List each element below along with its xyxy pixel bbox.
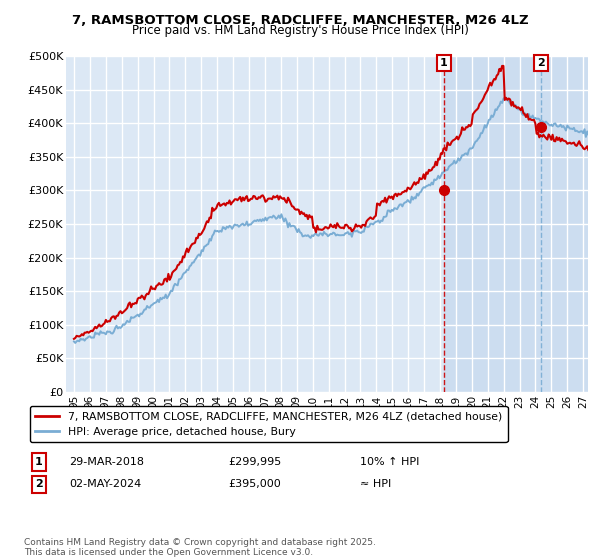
Text: 02-MAY-2024: 02-MAY-2024 bbox=[69, 479, 141, 489]
Text: 10% ↑ HPI: 10% ↑ HPI bbox=[360, 457, 419, 467]
Text: ≈ HPI: ≈ HPI bbox=[360, 479, 391, 489]
Text: 2: 2 bbox=[537, 58, 545, 68]
Text: 1: 1 bbox=[35, 457, 43, 467]
Text: 2: 2 bbox=[35, 479, 43, 489]
Text: Price paid vs. HM Land Registry's House Price Index (HPI): Price paid vs. HM Land Registry's House … bbox=[131, 24, 469, 37]
Legend: 7, RAMSBOTTOM CLOSE, RADCLIFFE, MANCHESTER, M26 4LZ (detached house), HPI: Avera: 7, RAMSBOTTOM CLOSE, RADCLIFFE, MANCHEST… bbox=[30, 406, 508, 442]
Text: 7, RAMSBOTTOM CLOSE, RADCLIFFE, MANCHESTER, M26 4LZ: 7, RAMSBOTTOM CLOSE, RADCLIFFE, MANCHEST… bbox=[71, 14, 529, 27]
Text: 29-MAR-2018: 29-MAR-2018 bbox=[69, 457, 144, 467]
Text: £299,995: £299,995 bbox=[228, 457, 281, 467]
Text: Contains HM Land Registry data © Crown copyright and database right 2025.
This d: Contains HM Land Registry data © Crown c… bbox=[24, 538, 376, 557]
Text: 1: 1 bbox=[440, 58, 448, 68]
Text: £395,000: £395,000 bbox=[228, 479, 281, 489]
Bar bbox=[444, 56, 600, 392]
